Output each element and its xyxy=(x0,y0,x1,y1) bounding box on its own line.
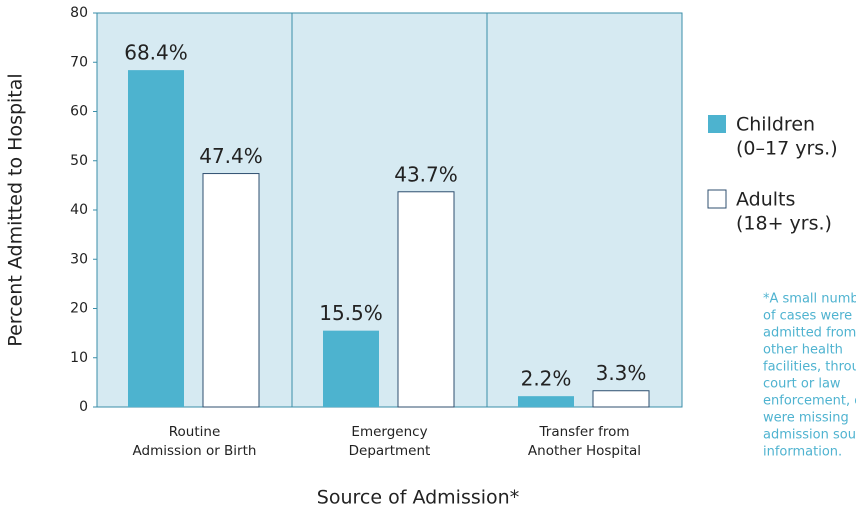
y-tick-label: 30 xyxy=(70,251,88,267)
footnote: information. xyxy=(763,445,842,460)
y-tick-label: 40 xyxy=(70,202,88,218)
x-tick-label: Another Hospital xyxy=(528,443,641,459)
legend-label: Children xyxy=(736,114,815,136)
y-tick-label: 70 xyxy=(70,54,88,70)
y-tick-label: 20 xyxy=(70,301,88,317)
bar xyxy=(128,70,184,407)
footnote: other health xyxy=(763,343,843,358)
legend-label: (0–17 yrs.) xyxy=(736,138,838,160)
y-tick-label: 0 xyxy=(79,399,88,415)
value-label: 2.2% xyxy=(521,367,572,391)
x-tick-label: Admission or Birth xyxy=(133,443,257,459)
value-label: 68.4% xyxy=(124,41,188,65)
legend-label: (18+ yrs.) xyxy=(736,213,832,235)
legend-swatch xyxy=(708,115,726,133)
bar xyxy=(323,330,379,407)
footnote: *A small number xyxy=(763,292,856,307)
footnote: of cases were xyxy=(763,309,852,324)
x-tick-label: Emergency xyxy=(351,424,427,440)
legend-label: Adults xyxy=(736,189,795,211)
footnote: facilities, through xyxy=(763,360,856,375)
legend-swatch xyxy=(707,189,727,209)
x-tick-label: Routine xyxy=(169,424,221,440)
x-tick-label: Department xyxy=(349,443,431,459)
y-tick-label: 80 xyxy=(70,5,88,21)
bar xyxy=(397,191,455,408)
footnote: admission source xyxy=(763,428,856,443)
y-tick-label: 60 xyxy=(70,104,88,120)
x-tick-label: Transfer from xyxy=(539,424,630,440)
x-axis-title: Source of Admission* xyxy=(317,487,519,509)
y-tick-label: 50 xyxy=(70,153,88,169)
footnote: admitted from xyxy=(763,326,856,341)
value-label: 15.5% xyxy=(319,301,383,325)
value-label: 43.7% xyxy=(394,162,458,186)
value-label: 3.3% xyxy=(596,361,647,385)
bar xyxy=(202,173,260,408)
footnote: enforcement, or xyxy=(763,394,856,409)
plot-area xyxy=(96,12,683,408)
footnote: were missing xyxy=(763,411,849,426)
y-tick-label: 10 xyxy=(70,350,88,366)
bar xyxy=(592,390,650,408)
footnote: court or law xyxy=(763,377,841,392)
y-axis-title: Percent Admitted to Hospital xyxy=(5,73,27,346)
value-label: 47.4% xyxy=(199,144,263,168)
bar xyxy=(518,396,574,407)
